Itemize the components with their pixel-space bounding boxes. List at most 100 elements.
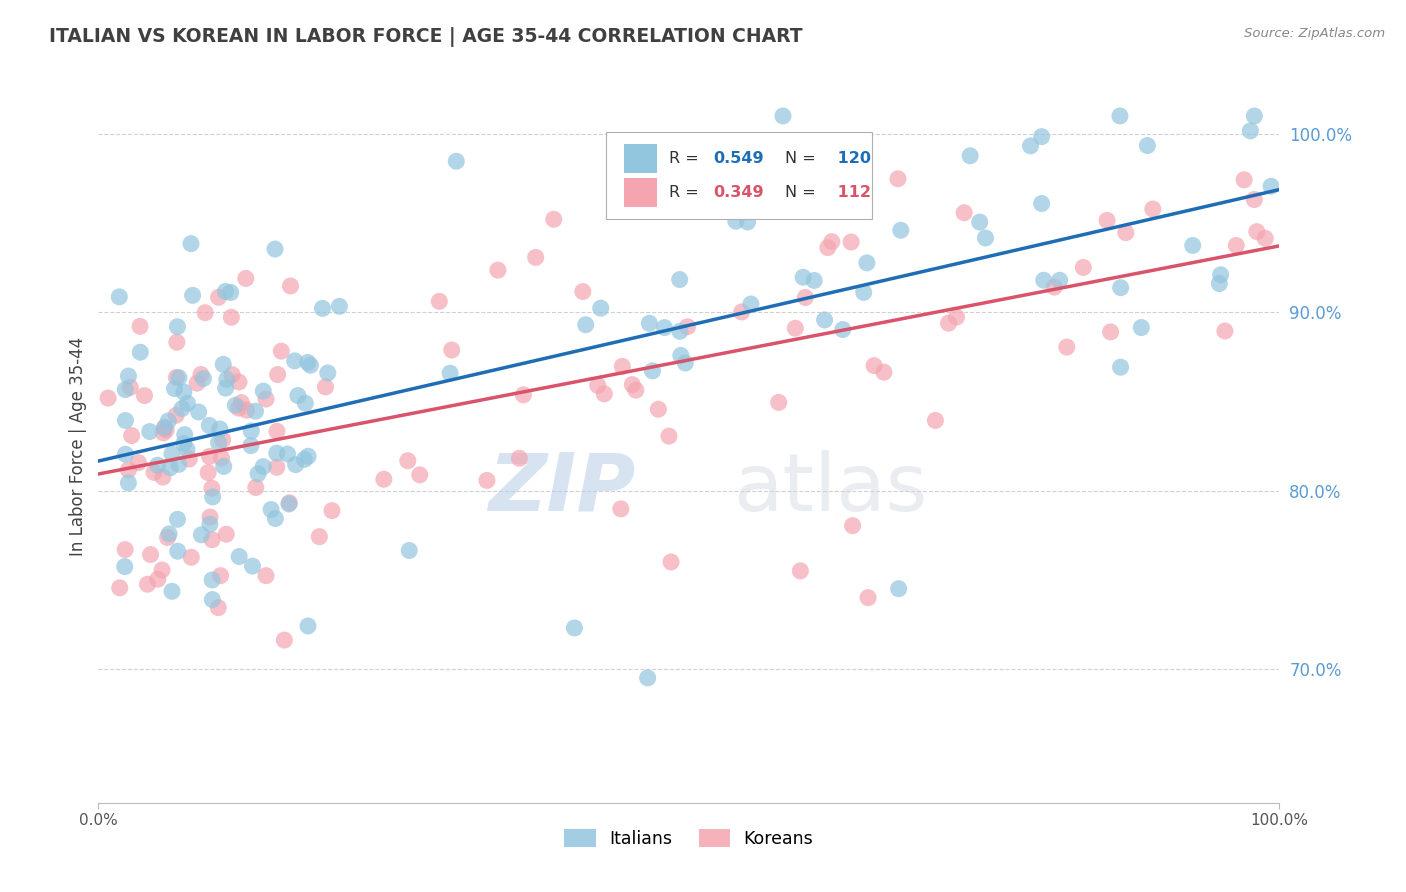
Point (297, 619, 319, 633)
Text: N =: N = (785, 186, 821, 200)
Point (284, 354, 307, 368)
Point (924, 413, 946, 427)
Point (668, 272, 690, 286)
Point (524, 251, 547, 265)
Point (654, 320, 676, 334)
Point (273, 633, 295, 648)
Point (114, 447, 136, 461)
Point (198, 418, 221, 433)
Point (167, 458, 190, 472)
Point (129, 319, 152, 334)
Point (245, 481, 267, 495)
Point (201, 481, 224, 495)
Point (254, 392, 277, 406)
Point (239, 439, 262, 453)
Point (316, 366, 339, 380)
Point (641, 364, 664, 378)
Point (792, 270, 814, 285)
Point (409, 467, 432, 482)
Point (117, 475, 139, 490)
Text: 0.549: 0.549 (714, 151, 765, 166)
Text: N =: N = (785, 151, 821, 166)
Point (572, 285, 595, 299)
Point (208, 422, 231, 436)
Point (180, 550, 202, 565)
Point (242, 559, 264, 574)
Point (117, 463, 139, 477)
Point (152, 425, 174, 440)
Point (638, 316, 661, 330)
Point (157, 527, 180, 541)
Point (160, 584, 183, 599)
Point (1071, 260, 1094, 275)
Text: 0.349: 0.349 (714, 186, 765, 200)
Point (637, 671, 659, 685)
FancyBboxPatch shape (606, 132, 872, 219)
Text: atlas: atlas (734, 450, 928, 528)
Point (198, 510, 221, 524)
Point (508, 451, 530, 466)
Point (1099, 325, 1122, 339)
Point (165, 370, 187, 384)
Point (1109, 360, 1132, 375)
Point (589, 301, 612, 315)
Point (398, 543, 420, 558)
Point (1213, 324, 1236, 338)
Point (127, 456, 149, 470)
Point (1142, 202, 1164, 216)
Point (221, 310, 243, 325)
Point (173, 385, 195, 400)
Point (669, 324, 692, 338)
Point (114, 383, 136, 397)
Point (440, 343, 463, 357)
Point (150, 563, 173, 577)
Point (228, 549, 250, 564)
Point (1181, 238, 1204, 252)
Point (789, 564, 811, 578)
Point (108, 290, 131, 304)
Point (280, 279, 302, 293)
Point (294, 396, 316, 410)
Legend: Italians, Koreans: Italians, Koreans (557, 822, 821, 855)
FancyBboxPatch shape (624, 145, 657, 173)
Point (157, 414, 180, 428)
Point (260, 502, 283, 516)
Point (1208, 277, 1230, 291)
Point (139, 425, 162, 439)
Point (247, 467, 270, 481)
Point (228, 401, 250, 416)
Point (214, 381, 236, 395)
Point (863, 359, 886, 373)
Point (173, 436, 195, 450)
Point (593, 387, 616, 401)
Point (254, 568, 277, 582)
Point (165, 408, 187, 422)
Point (166, 335, 188, 350)
Point (198, 517, 221, 532)
Point (143, 466, 166, 480)
Point (270, 344, 292, 359)
Point (808, 165, 831, 179)
Point (1109, 280, 1132, 294)
Point (166, 512, 188, 526)
Point (181, 288, 204, 302)
Point (1031, 196, 1053, 211)
Point (179, 452, 201, 467)
Point (176, 442, 198, 457)
Point (731, 305, 754, 319)
Point (299, 358, 322, 372)
Point (159, 460, 181, 475)
Point (120, 380, 142, 394)
Point (207, 600, 229, 615)
Point (446, 154, 468, 169)
Point (621, 377, 644, 392)
Point (314, 380, 336, 394)
Point (136, 577, 159, 591)
Point (396, 454, 419, 468)
Point (321, 503, 343, 517)
Text: R =: R = (669, 151, 704, 166)
Point (211, 433, 233, 447)
Point (724, 214, 747, 228)
Point (173, 427, 195, 442)
Point (221, 368, 243, 382)
